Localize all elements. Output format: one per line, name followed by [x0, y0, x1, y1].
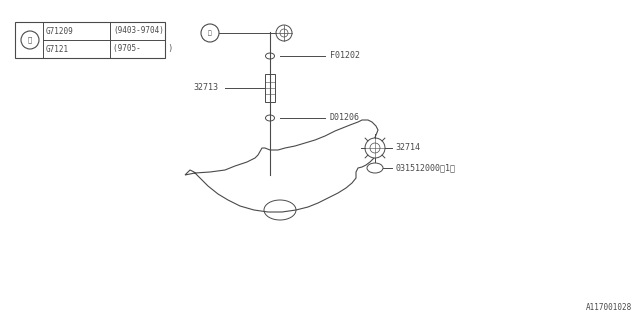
Text: (9403-9704): (9403-9704)	[113, 27, 164, 36]
Bar	[265, 74, 275, 102]
Text: D01206: D01206	[330, 114, 360, 123]
Text: ①: ①	[208, 30, 212, 36]
Text: (9705-      ): (9705- )	[113, 44, 173, 53]
Text: G7121: G7121	[46, 44, 69, 53]
Ellipse shape	[266, 115, 275, 121]
Bar	[15, 22, 165, 58]
Ellipse shape	[266, 53, 275, 59]
Circle shape	[365, 138, 385, 158]
Text: 031512000（1）: 031512000（1）	[395, 164, 455, 172]
Text: 32713: 32713	[193, 84, 218, 92]
Text: A117001028: A117001028	[586, 303, 632, 312]
Text: ①: ①	[28, 37, 32, 43]
Text: F01202: F01202	[330, 52, 360, 60]
Text: 32714: 32714	[395, 143, 420, 153]
Circle shape	[276, 25, 292, 41]
Text: G71209: G71209	[46, 27, 74, 36]
